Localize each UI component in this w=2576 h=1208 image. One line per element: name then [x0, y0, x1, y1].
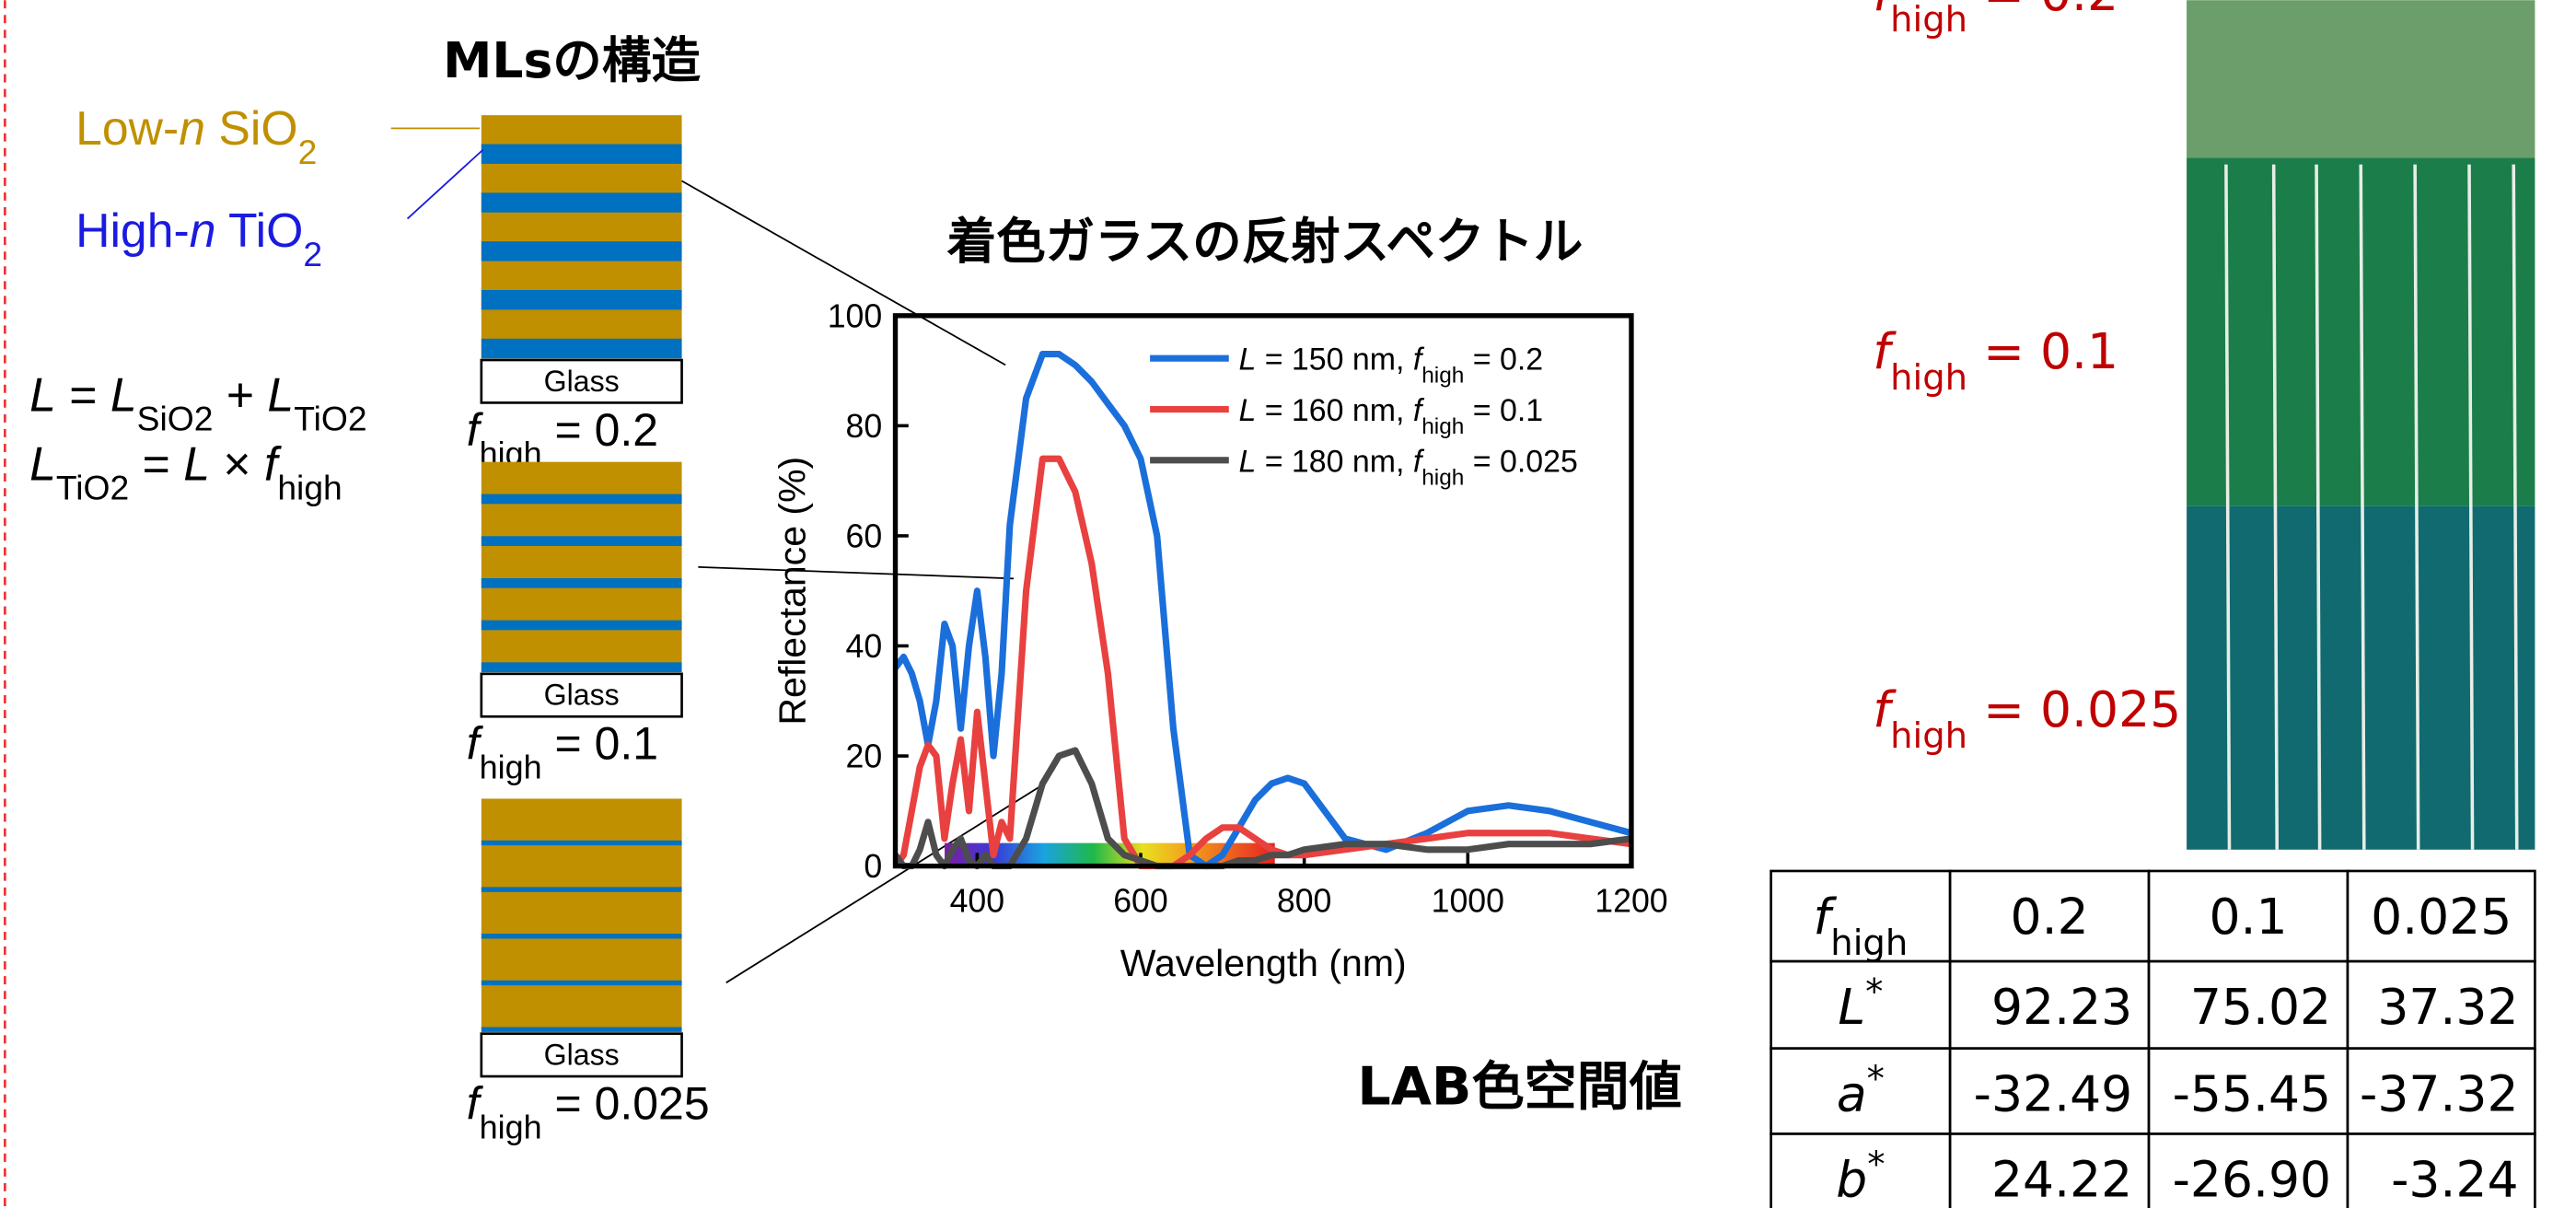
equation: L = LSiO2 + LTiO2 — [29, 367, 366, 437]
y-tick-label: 100 — [828, 297, 883, 334]
stack-label: fhigh = 0.2 — [467, 404, 658, 472]
low-n-layers — [482, 798, 682, 1031]
structure-title: MLsの構造 — [443, 31, 701, 89]
connector — [698, 567, 1014, 578]
high-n-layer — [482, 536, 682, 546]
high-n-label: High-n TiO2 — [75, 203, 322, 273]
x-tick-label: 400 — [950, 883, 1005, 920]
y-tick-label: 40 — [846, 628, 883, 665]
table-title: LAB色空間値 — [1357, 1056, 1681, 1117]
table-value: -3.24 — [2391, 1150, 2518, 1208]
stack-label: fhigh = 0.1 — [467, 718, 658, 785]
high-n-layer — [482, 1027, 682, 1031]
high-n-layer — [482, 841, 682, 845]
high-n-layer — [482, 494, 682, 505]
sample-label: fhigh = 0.1 — [1873, 322, 2118, 399]
table-header: 0.2 — [2011, 888, 2089, 946]
glass-label: Glass — [544, 1039, 620, 1072]
sample-label: fhigh = 0.2 — [1873, 0, 2118, 40]
leader — [408, 150, 483, 219]
high-n-layer — [482, 621, 682, 631]
y-tick-label: 80 — [846, 408, 883, 445]
table-value: 37.32 — [2377, 978, 2518, 1036]
page: {"structure":{"title":"MLsの構造","low_labe… — [0, 0, 2576, 1208]
table-value: -55.45 — [2173, 1064, 2332, 1122]
legend-label: L = 150 nm, fhigh = 0.2 — [1238, 343, 1543, 389]
y-tick-label: 20 — [846, 738, 883, 775]
high-n-layer — [482, 339, 682, 358]
chart: 0 20 40 60 80 100 400 600 800 1000 1200 Wavelength … — [771, 297, 1667, 984]
high-n-layer — [482, 934, 682, 938]
table-value: 92.23 — [1991, 978, 2132, 1036]
legend-label: L = 180 nm, fhigh = 0.025 — [1238, 444, 1577, 490]
equation: LTiO2 = L × fhigh — [29, 436, 342, 506]
high-n-layer — [482, 662, 682, 672]
y-axis-label: Reflectance (%) — [771, 457, 813, 726]
photos: fhigh = 0.2 fhigh = 0.1 fhigh = 0.025 — [1873, 0, 2535, 850]
figure: Glass fhigh = 0.2 Glass fhigh = 0.1 Glass fhi… — [0, 0, 2576, 1208]
x-axis-label: Wavelength (nm) — [1120, 942, 1407, 984]
chart-title: 着色ガラスの反射スペクトル — [947, 212, 1584, 270]
table-header: 0.1 — [2209, 888, 2287, 946]
high-n-layer — [482, 145, 682, 164]
y-tick-label: 60 — [846, 517, 883, 554]
sample-photo — [2187, 506, 2535, 850]
high-n-layer — [482, 241, 682, 261]
connector — [682, 181, 1006, 366]
table-value: 24.22 — [1991, 1150, 2132, 1208]
layer-stacks: Glass fhigh = 0.2 Glass fhigh = 0.1 Glass fhi… — [467, 115, 710, 1145]
sample-photo — [2187, 0, 2535, 157]
x-tick-label: 800 — [1277, 883, 1332, 920]
high-n-layer — [482, 578, 682, 588]
table-header: 0.025 — [2371, 888, 2512, 946]
low-n-label: Low-n SiO2 — [75, 101, 317, 171]
sample-label: fhigh = 0.025 — [1873, 680, 2181, 757]
series-line — [896, 354, 1631, 866]
x-tick-label: 1200 — [1595, 883, 1667, 920]
glass-label: Glass — [544, 365, 620, 398]
high-n-layer — [482, 887, 682, 891]
high-n-layer — [482, 192, 682, 212]
stack-label: fhigh = 0.025 — [467, 1077, 710, 1145]
table-value: -26.90 — [2173, 1150, 2332, 1208]
glass-label: Glass — [544, 679, 620, 712]
y-tick-label: 0 — [864, 848, 882, 885]
high-n-layer — [482, 981, 682, 985]
high-n-layer — [482, 290, 682, 309]
low-n-layers — [482, 462, 682, 672]
table-value: -37.32 — [2360, 1064, 2519, 1122]
table-value: -32.49 — [1974, 1064, 2133, 1122]
x-tick-label: 600 — [1113, 883, 1168, 920]
table-value: 75.02 — [2190, 978, 2331, 1036]
x-tick-label: 1000 — [1432, 883, 1504, 920]
legend-label: L = 160 nm, fhigh = 0.1 — [1238, 393, 1543, 439]
